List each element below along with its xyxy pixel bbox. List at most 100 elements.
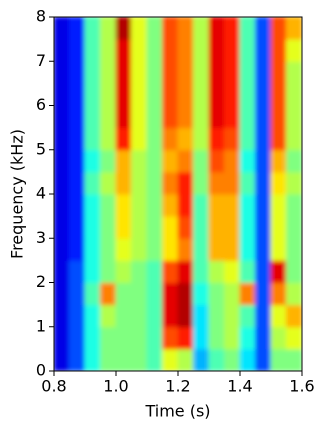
heatmap-cell <box>270 149 287 173</box>
heatmap-cell <box>208 105 225 129</box>
heatmap-cell <box>270 60 287 84</box>
heatmap-cell <box>84 171 101 195</box>
heatmap-cell <box>177 304 194 328</box>
heatmap-cell <box>69 282 86 306</box>
heatmap-cell <box>224 171 241 195</box>
heatmap-cell <box>286 149 302 173</box>
heatmap-cell <box>224 348 241 371</box>
heatmap-cell <box>84 326 101 350</box>
heatmap-cell <box>177 38 194 62</box>
heatmap-cell <box>131 348 148 371</box>
heatmap-cell <box>54 171 70 195</box>
heatmap-cell <box>208 17 225 40</box>
heatmap-cell <box>162 127 179 151</box>
heatmap-cell <box>255 237 272 261</box>
heatmap-cell <box>146 193 163 217</box>
heatmap-cell <box>100 82 117 106</box>
heatmap-cell <box>270 193 287 217</box>
heatmap-cell <box>270 82 287 106</box>
heatmap-cell <box>239 237 256 261</box>
heatmap-cell <box>54 82 70 106</box>
heatmap-cell <box>54 193 70 217</box>
heatmap-cell <box>100 171 117 195</box>
heatmap-cell <box>69 215 86 239</box>
heatmap-cells <box>54 17 302 371</box>
heatmap-cell <box>193 171 210 195</box>
heatmap-cell <box>208 149 225 173</box>
heatmap-cell <box>162 17 179 40</box>
heatmap-cell <box>286 282 302 306</box>
heatmap-cell <box>177 171 194 195</box>
heatmap-cell <box>162 105 179 129</box>
heatmap-cell <box>115 193 132 217</box>
heatmap-cell <box>255 149 272 173</box>
heatmap-cell <box>239 171 256 195</box>
heatmap-cell <box>54 60 70 84</box>
heatmap-cell <box>239 149 256 173</box>
heatmap-cell <box>69 237 86 261</box>
heatmap-cell <box>193 326 210 350</box>
heatmap-cell <box>193 259 210 283</box>
heatmap-cell <box>208 304 225 328</box>
heatmap-cell <box>100 259 117 283</box>
heatmap-cell <box>54 215 70 239</box>
heatmap-cell <box>115 259 132 283</box>
heatmap-cell <box>84 259 101 283</box>
heatmap-cell <box>224 127 241 151</box>
heatmap-cell <box>239 282 256 306</box>
heatmap-cell <box>84 149 101 173</box>
heatmap-cell <box>224 38 241 62</box>
heatmap-cell <box>54 149 70 173</box>
heatmap-cell <box>286 326 302 350</box>
heatmap-cell <box>193 193 210 217</box>
heatmap-cell <box>54 127 70 151</box>
heatmap-cell <box>146 348 163 371</box>
heatmap-cell <box>54 105 70 129</box>
heatmap-cell <box>131 215 148 239</box>
heatmap-cell <box>255 171 272 195</box>
heatmap-cell <box>177 127 194 151</box>
heatmap-cell <box>286 193 302 217</box>
heatmap-cell <box>146 82 163 106</box>
heatmap-cell <box>162 237 179 261</box>
heatmap-cell <box>162 60 179 84</box>
heatmap-cell <box>131 82 148 106</box>
heatmap-cell <box>270 127 287 151</box>
heatmap-cell <box>115 127 132 151</box>
heatmap-cell <box>131 304 148 328</box>
heatmap-cell <box>100 282 117 306</box>
heatmap-cell <box>286 215 302 239</box>
heatmap-cell <box>54 326 70 350</box>
heatmap-cell <box>193 149 210 173</box>
heatmap-cell <box>100 105 117 129</box>
heatmap-cell <box>255 282 272 306</box>
heatmap-cell <box>131 326 148 350</box>
heatmap-cell <box>239 127 256 151</box>
heatmap-cell <box>177 193 194 217</box>
heatmap-cell <box>270 326 287 350</box>
heatmap-cell <box>162 215 179 239</box>
heatmap-cell <box>54 17 70 40</box>
heatmap-cell <box>239 105 256 129</box>
heatmap-cell <box>177 17 194 40</box>
heatmap-cell <box>115 282 132 306</box>
heatmap-cell <box>270 215 287 239</box>
heatmap-cell <box>193 348 210 371</box>
heatmap-cell <box>255 60 272 84</box>
heatmap-cell <box>193 17 210 40</box>
heatmap-cell <box>69 127 86 151</box>
heatmap-cell <box>115 304 132 328</box>
heatmap-cell <box>286 38 302 62</box>
heatmap-cell <box>100 348 117 371</box>
heatmap-cell <box>162 326 179 350</box>
heatmap-cell <box>54 348 70 371</box>
heatmap-cell <box>255 326 272 350</box>
heatmap-cell <box>208 326 225 350</box>
heatmap-cell <box>146 259 163 283</box>
heatmap-cell <box>146 304 163 328</box>
heatmap-cell <box>208 38 225 62</box>
heatmap-cell <box>69 259 86 283</box>
heatmap-cell <box>84 60 101 84</box>
y-tick-label: 7 <box>36 51 46 70</box>
heatmap-cell <box>255 193 272 217</box>
